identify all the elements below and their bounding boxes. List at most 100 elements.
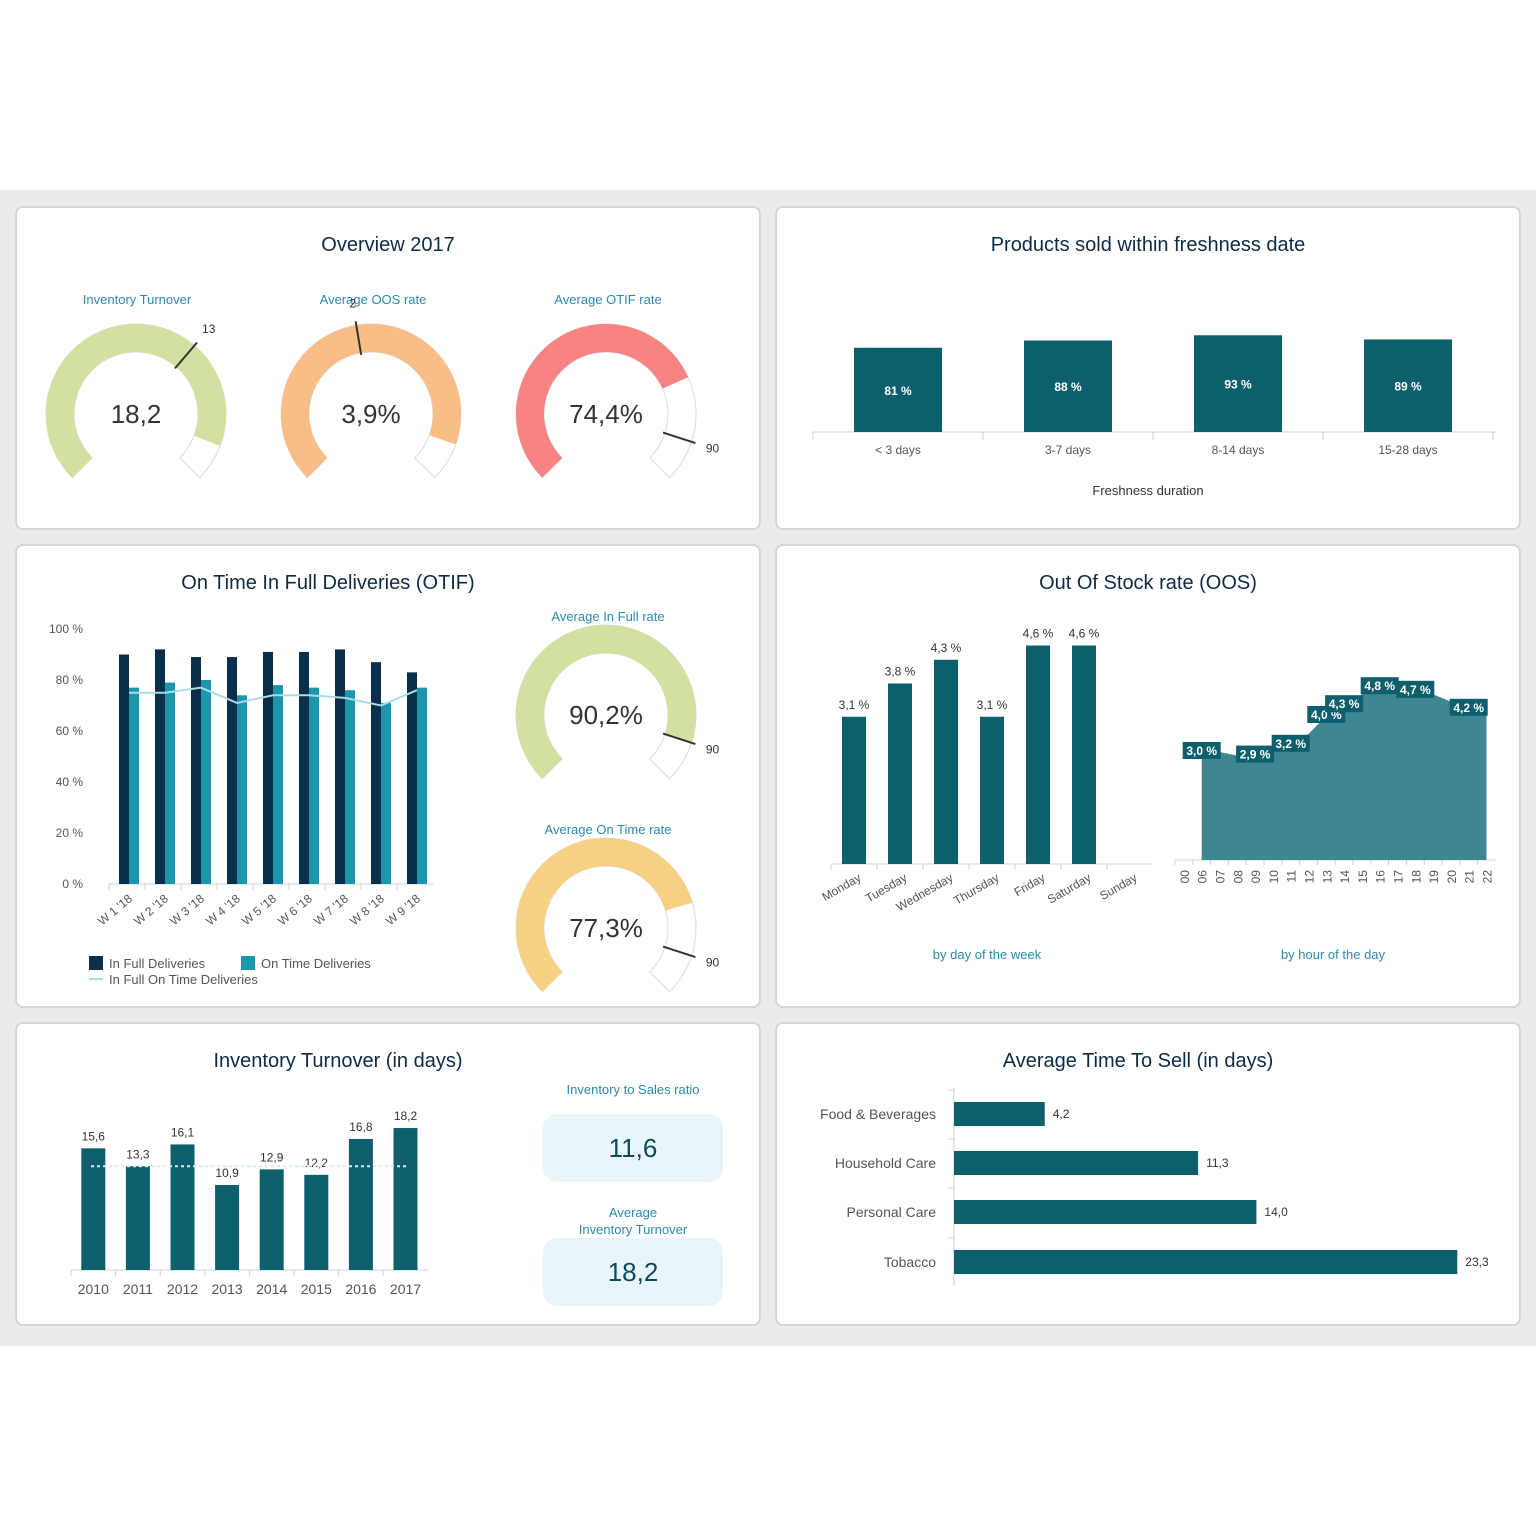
otif-week-label: W 7 '18 — [311, 891, 351, 928]
turnover-bar-label: 10,9 — [215, 1166, 239, 1180]
oos-day-label: Saturday — [1045, 870, 1094, 906]
kpi-label-average-turnover-2: Inventory Turnover — [578, 1222, 688, 1237]
oos-day-bar — [980, 716, 1004, 864]
oos-hour-area — [1201, 687, 1487, 860]
otif-y-tick-label: 60 % — [56, 724, 84, 738]
turnover-bar — [304, 1174, 329, 1270]
otif-chart: 0 %20 %40 %60 %80 %100 %W 1 '18W 2 '18W … — [49, 622, 720, 993]
turnover-bar-label: 18,2 — [394, 1109, 418, 1123]
turnover-bar — [125, 1166, 150, 1270]
oos-hour-label: 00 — [1178, 870, 1192, 884]
gauge-label-otif-rate: Average OTIF rate — [554, 292, 662, 307]
otif-bar-on-time — [201, 680, 211, 884]
inventory-turnover-gauge-target-marker — [174, 341, 198, 370]
turnover-year-label: 2010 — [78, 1281, 109, 1297]
oos-panel: Out Of Stock rate (OOS) 3,1 % Monday 3,8 %… — [775, 544, 1521, 1008]
legend-line-in-full-on-time — [89, 978, 103, 980]
otif-week-label: W 2 '18 — [131, 891, 171, 928]
tts-bar — [954, 1102, 1045, 1126]
tts-bar — [954, 1250, 1458, 1274]
tts-bar-label: 4,2 — [1053, 1107, 1070, 1121]
oos-day-bar-label: 4,6 % — [1069, 627, 1100, 641]
turnover-chart: 15,6 2010 13,3 2011 16,1 2012 10,9 2013 12,9 2014… — [70, 1109, 428, 1297]
otif-bar-on-time — [345, 690, 355, 884]
time-to-sell-title: Average Time To Sell (in days) — [1002, 1050, 1274, 1072]
gauge-label-in-full-rate: Average In Full rate — [551, 609, 665, 624]
oos-day-bar — [934, 659, 958, 864]
oos-day-bar — [1026, 645, 1050, 864]
oos-hour-label: 17 — [1392, 870, 1406, 884]
tts-bar-label: 11,3 — [1206, 1156, 1229, 1170]
otif-rate-gauge-fill — [516, 324, 689, 478]
oos-hour-label: 09 — [1249, 870, 1263, 884]
oos-rate-gauge-value: 3,9% — [341, 399, 400, 429]
otif-line-in-full-on-time — [129, 686, 418, 707]
oos-by-day-label: by day of the week — [932, 947, 1042, 962]
freshness-bar-label: 88 % — [1054, 380, 1082, 394]
freshness-xlabel: Freshness duration — [1092, 483, 1204, 498]
otif-bar-on-time — [381, 702, 391, 884]
inventory-turnover-gauge-target-label: 13 — [202, 322, 216, 336]
gauge-label-on-time-rate: Average On Time rate — [544, 822, 672, 837]
legend-swatch-on-time — [241, 956, 255, 970]
otif-bar-in-full — [335, 649, 345, 884]
kpi-label-average-turnover-1: Average — [608, 1205, 658, 1220]
freshness-category-label: 8-14 days — [1212, 443, 1265, 457]
otif-week-label: W 3 '18 — [167, 891, 207, 928]
turnover-bar-label: 16,1 — [171, 1125, 195, 1139]
tts-bar-label: 14,0 — [1264, 1205, 1288, 1219]
oos-hour-label: 14 — [1338, 870, 1352, 884]
legend-in-full: In Full Deliveries — [89, 956, 205, 971]
otif-week-label: W 4 '18 — [203, 891, 243, 928]
freshness-bar-label: 89 % — [1394, 380, 1422, 394]
oos-rate-gauge-target-label: 2 — [349, 297, 356, 311]
otif-rate-gauge-target-label: 90 — [706, 442, 720, 456]
oos-day-label: Friday — [1012, 870, 1048, 899]
turnover-year-label: 2011 — [123, 1281, 153, 1297]
oos-hour-label: 20 — [1445, 870, 1459, 884]
freshness-category-label: 15-28 days — [1378, 443, 1437, 457]
otif-y-tick-label: 20 % — [56, 826, 84, 840]
otif-y-tick-label: 0 % — [62, 877, 83, 891]
turnover-bar — [170, 1144, 195, 1270]
oos-day-bar-label: 4,3 % — [931, 641, 962, 655]
oos-hour-label: 10 — [1267, 870, 1281, 884]
otif-bar-in-full — [191, 657, 201, 884]
oos-hour-label: 08 — [1231, 870, 1245, 884]
freshness-title: Products sold within freshness date — [990, 234, 1306, 256]
turnover-bar-label: 15,6 — [82, 1129, 106, 1143]
legend-in-full-on-time: In Full On Time Deliveries — [89, 972, 258, 987]
freshness-category-label: < 3 days — [875, 443, 921, 457]
in-full-rate-gauge-value: 90,2% — [569, 700, 643, 730]
oos-day-bar-label: 4,6 % — [1023, 627, 1054, 641]
otif-bar-in-full — [155, 649, 165, 884]
otif-y-tick-label: 80 % — [56, 673, 84, 687]
otif-bar-on-time — [129, 687, 139, 884]
otif-rate-gauge-target-marker — [662, 431, 696, 444]
overview-title: Overview 2017 — [321, 234, 455, 256]
oos-hour-label: 21 — [1463, 870, 1477, 884]
tts-bar-label: 23,3 — [1465, 1255, 1489, 1269]
legend-label-in-full-on-time: In Full On Time Deliveries — [109, 972, 258, 987]
otif-bar-on-time — [417, 687, 427, 884]
time-to-sell-chart: 4,2 Food & Beverages 11,3 Household Care 14,… — [820, 1088, 1489, 1286]
oos-hour-label: 11 — [1285, 870, 1299, 883]
oos-hour-label: 13 — [1320, 870, 1334, 884]
freshness-bar — [854, 347, 942, 432]
oos-hour-value-label: 4,3 % — [1329, 697, 1360, 711]
otif-bar-on-time — [237, 695, 247, 884]
freshness-category-label: 3-7 days — [1045, 443, 1091, 457]
freshness-chart: 81 % < 3 days 88 % 3-7 days 93 % 8-14 days 89 … — [812, 335, 1496, 457]
oos-hour-label: 18 — [1409, 870, 1423, 884]
freshness-bar — [1364, 339, 1452, 432]
otif-bar-in-full — [119, 654, 129, 884]
legend-label-in-full: In Full Deliveries — [109, 956, 206, 971]
oos-hour-label: 07 — [1214, 870, 1228, 884]
on-time-rate-gauge-value: 77,3% — [569, 913, 643, 943]
kpi-inventory-sales-ratio: 11,6 — [543, 1114, 723, 1182]
otif-panel: On Time In Full Deliveries (OTIF) 0 % 20 … — [15, 544, 761, 1008]
turnover-bar-label: 13,3 — [126, 1147, 150, 1161]
otif-bar-in-full — [371, 662, 381, 884]
oos-title: Out Of Stock rate (OOS) — [1039, 572, 1257, 594]
